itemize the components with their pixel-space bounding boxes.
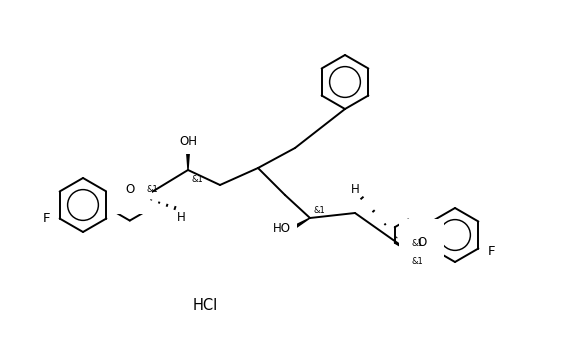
Polygon shape: [187, 150, 190, 170]
Text: HO: HO: [273, 222, 291, 235]
Text: &1: &1: [146, 185, 158, 194]
Text: &1: &1: [192, 175, 204, 184]
Text: F: F: [487, 245, 495, 258]
Text: OH: OH: [179, 135, 197, 148]
Polygon shape: [292, 218, 310, 229]
Text: H: H: [351, 183, 360, 196]
Text: O: O: [417, 236, 426, 249]
Text: &1: &1: [411, 239, 423, 248]
Text: &1: &1: [313, 206, 325, 215]
Text: H: H: [177, 211, 186, 224]
Text: F: F: [43, 212, 50, 225]
Text: O: O: [125, 183, 134, 196]
Text: &1: &1: [411, 256, 423, 266]
Text: HCl: HCl: [192, 298, 217, 313]
